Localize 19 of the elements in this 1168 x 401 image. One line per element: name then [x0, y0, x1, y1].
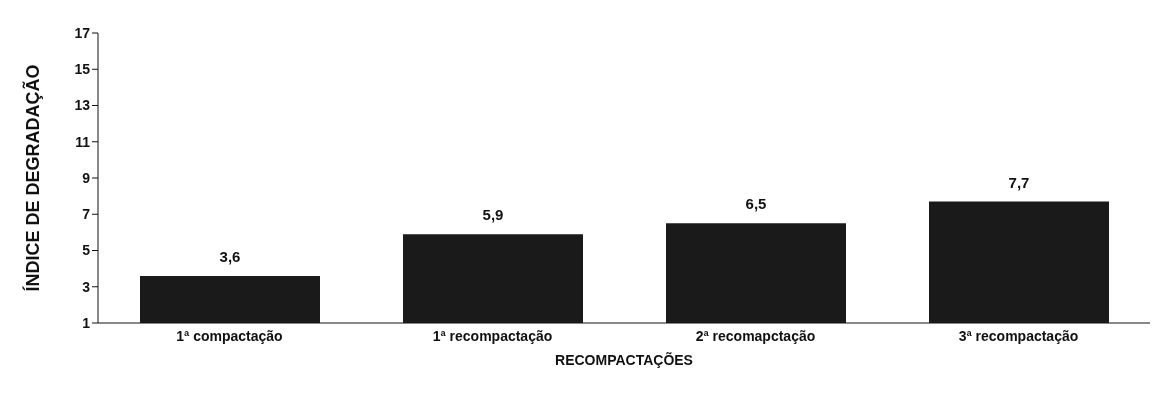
x-tick-label: 3ª recompactação — [958, 327, 1079, 344]
y-tick-label: 1 — [82, 314, 91, 331]
y-tick-label: 11 — [75, 133, 91, 150]
y-tick-label: 7 — [82, 206, 91, 223]
y-tick-label: 13 — [74, 97, 91, 114]
y-axis-title: ÍNDICE DE DEGRADAÇÃO — [22, 64, 44, 292]
data-label: 6,5 — [745, 195, 767, 213]
data-label: 5,9 — [482, 206, 504, 224]
data-label: 3,6 — [219, 247, 241, 265]
data-label: 7,7 — [1008, 173, 1030, 191]
y-tick-label: 15 — [74, 61, 91, 78]
x-tick-label: 2ª recomapctação — [695, 327, 816, 344]
x-tick-label: 1ª compactação — [176, 327, 283, 344]
y-tick-label: 3 — [82, 278, 91, 295]
x-tick-label: 1ª recompactação — [432, 327, 553, 344]
y-tick-label: 9 — [82, 169, 91, 186]
y-tick-label: 17 — [74, 24, 91, 41]
y-tick-label: 5 — [82, 242, 91, 259]
x-axis-title: RECOMPACTAÇÕES — [555, 351, 693, 368]
